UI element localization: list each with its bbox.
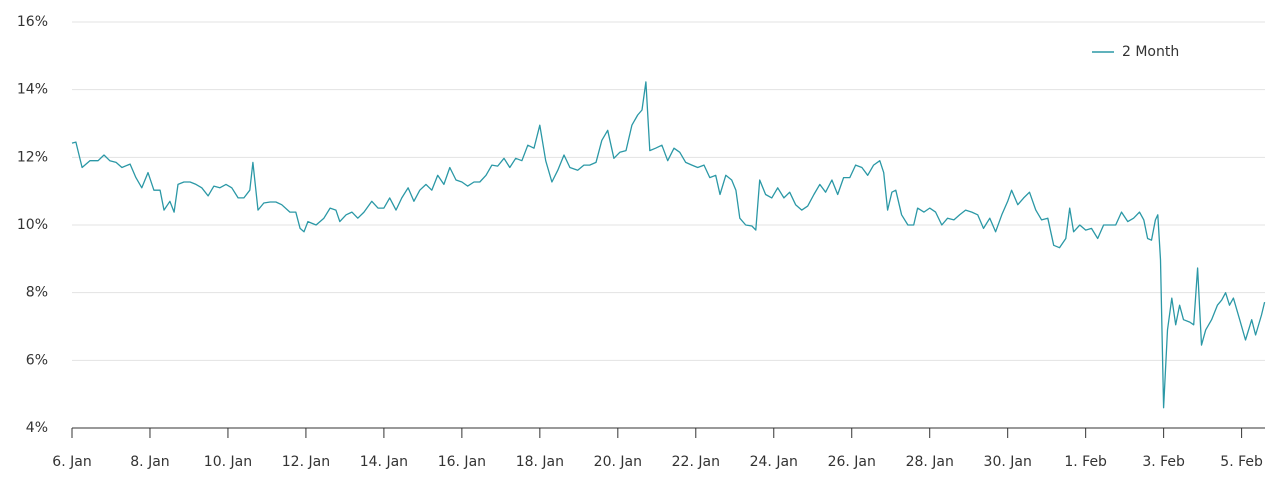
x-tick-label: 6. Jan (52, 454, 91, 470)
x-tick-label: 30. Jan (984, 454, 1032, 470)
x-tick-label: 3. Feb (1142, 454, 1185, 470)
x-tick-label: 12. Jan (282, 454, 330, 470)
x-tick-label: 14. Jan (360, 454, 408, 470)
x-tick-label: 1. Feb (1064, 454, 1107, 470)
y-tick-label: 16% (17, 14, 48, 30)
x-tick-label: 28. Jan (906, 454, 954, 470)
x-tick-label: 20. Jan (594, 454, 642, 470)
y-tick-label: 14% (17, 82, 48, 98)
x-tick-label: 8. Jan (130, 454, 169, 470)
x-tick-label: 5. Feb (1220, 454, 1263, 470)
x-tick-label: 22. Jan (672, 454, 720, 470)
x-tick-label: 16. Jan (438, 454, 486, 470)
line-series (71, 81, 1266, 409)
x-tick-label: 10. Jan (204, 454, 252, 470)
y-tick-label: 6% (26, 352, 48, 368)
x-tick-label: 24. Jan (750, 454, 798, 470)
y-tick-label: 10% (17, 217, 48, 233)
y-tick-label: 4% (26, 420, 48, 436)
legend-label: 2 Month (1122, 44, 1179, 60)
x-tick-label: 26. Jan (828, 454, 876, 470)
y-tick-label: 8% (26, 285, 48, 301)
x-tick-label: 18. Jan (516, 454, 564, 470)
y-tick-label: 12% (17, 149, 48, 165)
